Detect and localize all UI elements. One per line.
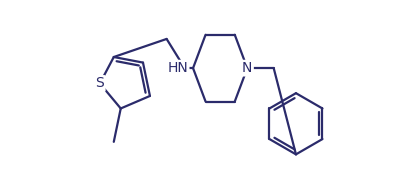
Text: HN: HN (167, 61, 188, 75)
Text: N: N (242, 61, 252, 75)
Text: S: S (96, 76, 104, 90)
